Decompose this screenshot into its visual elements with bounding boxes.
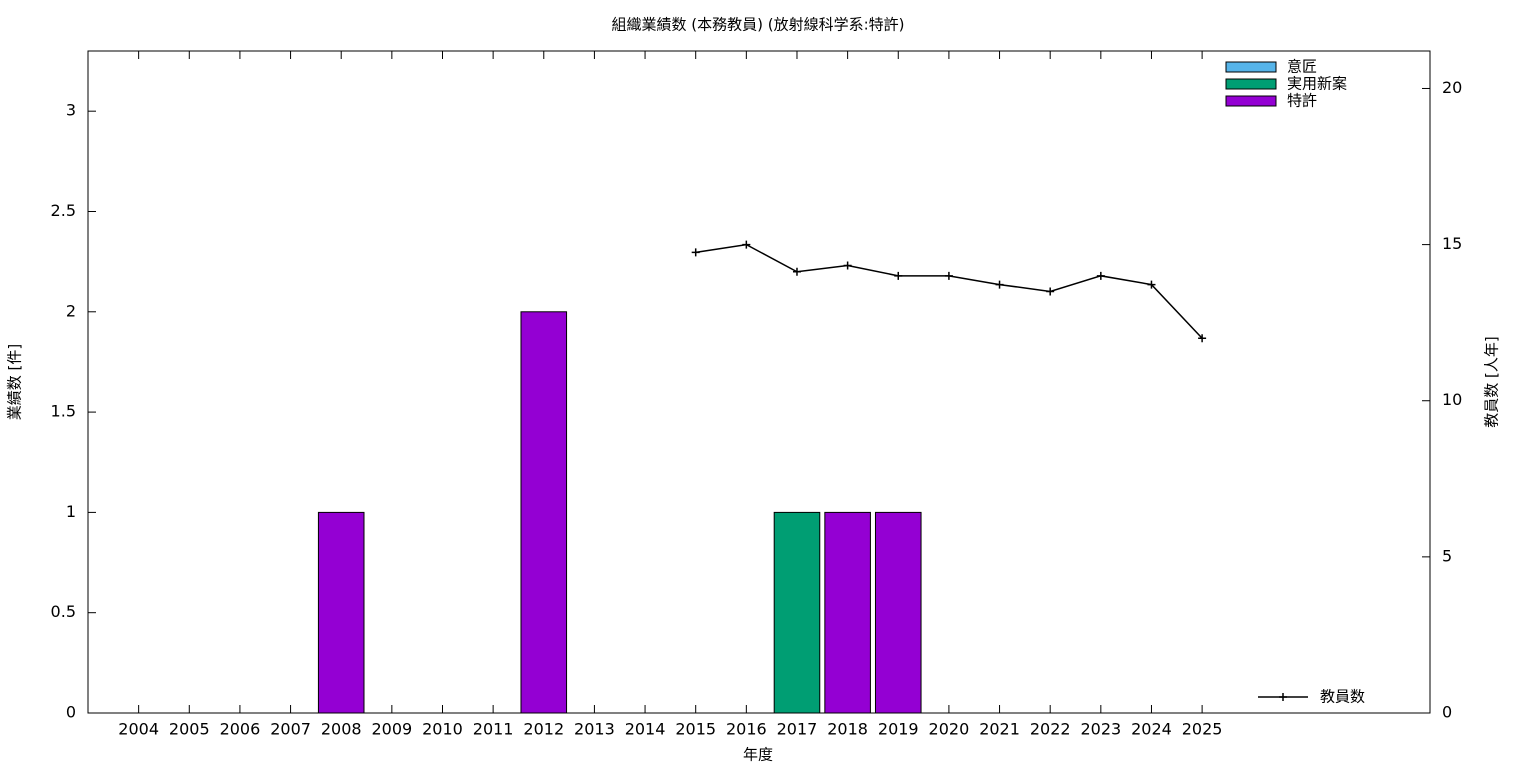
y-tick-label: 0 xyxy=(66,703,76,722)
legend-swatch xyxy=(1225,61,1277,73)
x-tick-label: 2007 xyxy=(270,720,311,739)
point xyxy=(691,248,700,257)
point xyxy=(1096,271,1105,280)
legend-point xyxy=(1279,693,1287,701)
y2-tick-label: 0 xyxy=(1442,703,1452,722)
x-tick-label: 2005 xyxy=(169,720,210,739)
x-tick-label: 2021 xyxy=(979,720,1020,739)
x-tick-label: 2016 xyxy=(726,720,767,739)
x-tick-label: 2010 xyxy=(422,720,463,739)
y-tick-label: 1 xyxy=(66,502,76,521)
x-tick-label: 2008 xyxy=(321,720,362,739)
bar xyxy=(824,511,871,714)
legend-label: 実用新案 xyxy=(1287,75,1347,93)
x-tick-label: 2018 xyxy=(827,720,868,739)
chart-title: 組織業績数 (本務教員) (放射線科学系:特許) xyxy=(612,16,905,34)
x-tick-label: 2017 xyxy=(777,720,818,739)
x-tick-label: 2025 xyxy=(1182,720,1223,739)
y2-axis-label: 教員数 [人年] xyxy=(1483,336,1501,427)
legend-swatch xyxy=(1225,78,1277,90)
y-tick-label: 1.5 xyxy=(51,402,76,421)
point xyxy=(894,271,903,280)
point xyxy=(1046,287,1055,296)
x-tick-label: 2011 xyxy=(473,720,514,739)
legend-swatch xyxy=(1225,95,1277,107)
bar xyxy=(773,511,821,714)
bar xyxy=(317,511,365,714)
y2-tick-label: 15 xyxy=(1442,234,1462,253)
y-tick-label: 0.5 xyxy=(51,602,76,621)
point xyxy=(742,240,751,249)
x-tick-label: 2014 xyxy=(625,720,666,739)
x-tick-label: 2009 xyxy=(371,720,412,739)
legend-label: 意匠 xyxy=(1287,58,1317,76)
point xyxy=(843,261,852,270)
x-tick-label: 2006 xyxy=(220,720,261,739)
y-tick-label: 2 xyxy=(66,301,76,320)
x-tick-label: 2020 xyxy=(929,720,970,739)
x-tick-label: 2004 xyxy=(118,720,159,739)
x-tick-label: 2013 xyxy=(574,720,615,739)
point xyxy=(944,271,953,280)
x-tick-label: 2019 xyxy=(878,720,919,739)
bar xyxy=(520,311,568,714)
point xyxy=(1198,334,1207,343)
legend-label: 教員数 xyxy=(1320,688,1365,706)
y-tick-label: 3 xyxy=(66,101,76,120)
bar xyxy=(874,511,922,714)
legend-label: 特許 xyxy=(1287,92,1317,110)
point xyxy=(1147,280,1156,289)
y2-tick-label: 20 xyxy=(1442,78,1462,97)
x-axis-label: 年度 xyxy=(743,746,773,764)
x-tick-label: 2024 xyxy=(1131,720,1172,739)
x-tick-label: 2015 xyxy=(675,720,716,739)
point xyxy=(995,280,1004,289)
point xyxy=(792,267,801,276)
x-tick-label: 2022 xyxy=(1030,720,1071,739)
y-tick-label: 2.5 xyxy=(51,201,76,220)
plot-frame xyxy=(87,50,1431,714)
y-axis-label: 業績数 [件] xyxy=(6,344,24,420)
x-tick-label: 2012 xyxy=(523,720,564,739)
x-tick-label: 2023 xyxy=(1080,720,1121,739)
y2-tick-label: 5 xyxy=(1442,546,1452,565)
y2-tick-label: 10 xyxy=(1442,390,1462,409)
